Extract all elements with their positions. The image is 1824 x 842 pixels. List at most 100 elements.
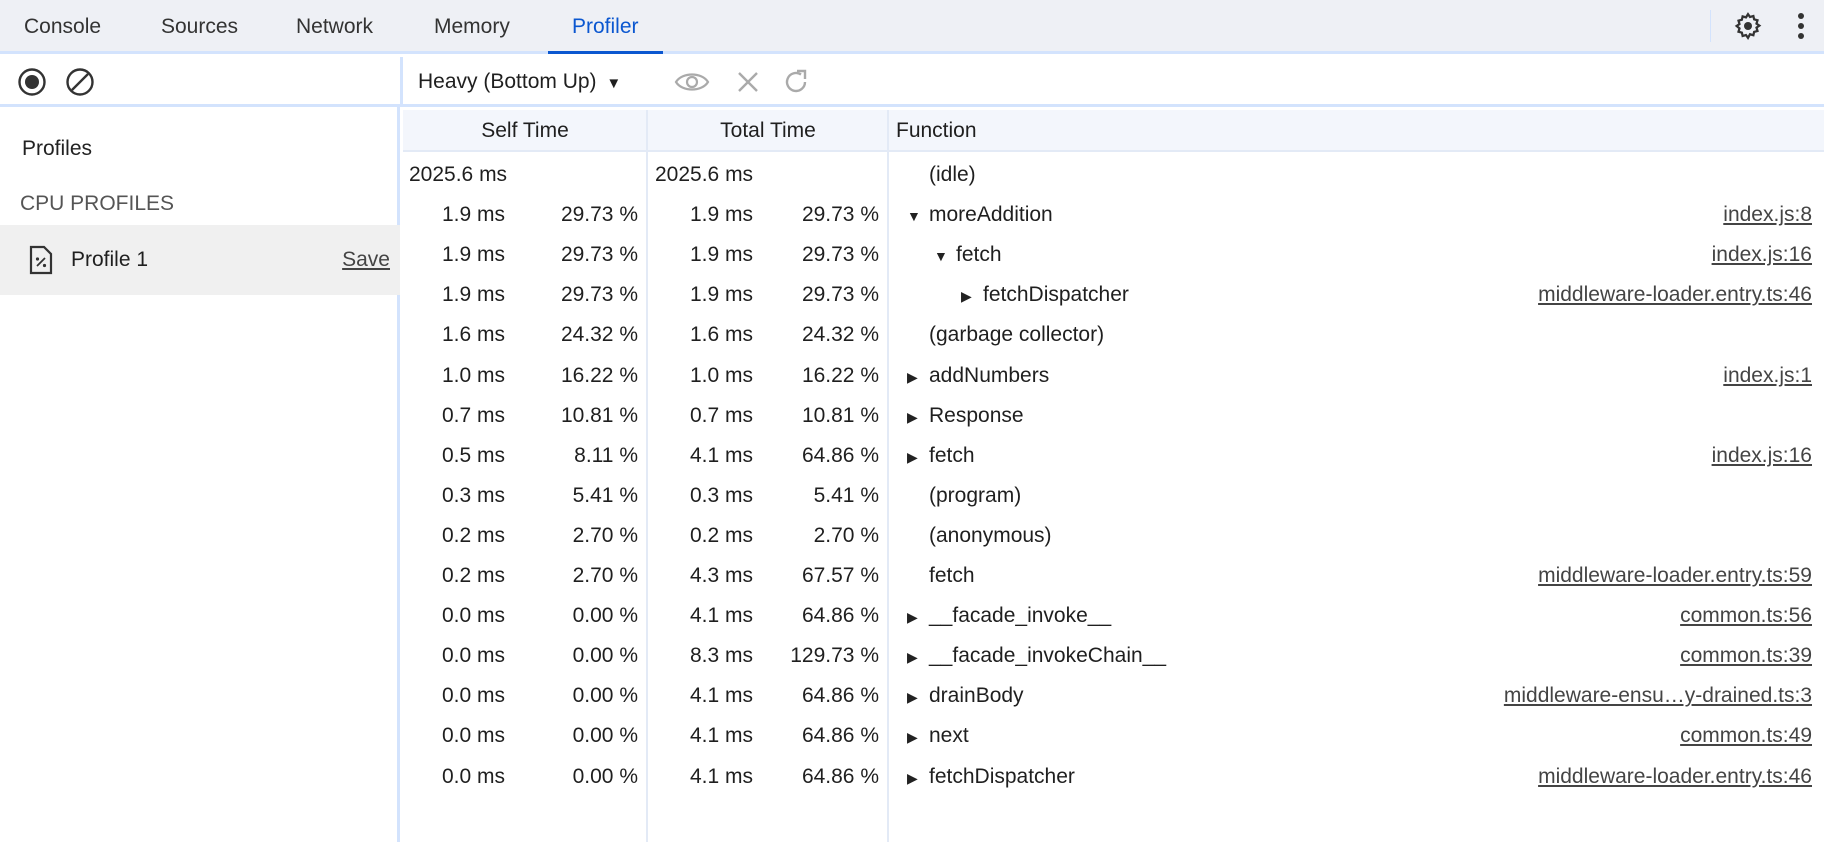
expand-arrow-icon[interactable]: ▶: [907, 448, 918, 465]
expand-arrow-icon[interactable]: ▶: [907, 729, 918, 746]
self-time: 0.2 ms: [441, 523, 505, 547]
total-time: 1.9 ms: [689, 283, 753, 307]
table-row[interactable]: 0.0 ms 0.00 % 4.1 ms 64.86 % ▶ __facade_inv…: [403, 596, 1824, 636]
record-icon[interactable]: [14, 64, 50, 100]
self-percent: 0.00 %: [572, 764, 638, 788]
table-row[interactable]: 0.7 ms 10.81 % 0.7 ms 10.81 % ▶ Response: [403, 396, 1824, 436]
function-name: (program): [929, 483, 1022, 507]
function-name: __facade_invokeChain__: [929, 644, 1167, 668]
self-percent: 8.11 %: [574, 443, 638, 467]
profile-item[interactable]: Profile 1 Save: [0, 225, 400, 295]
source-link[interactable]: middleware-loader.entry.ts:59: [1538, 564, 1812, 587]
total-time: 1.0 ms: [689, 363, 753, 387]
total-percent: 29.73 %: [801, 243, 879, 267]
table-row[interactable]: 1.0 ms 16.22 % 1.0 ms 16.22 % ▶ addNumbers i…: [403, 356, 1824, 396]
function-name: drainBody: [929, 684, 1024, 708]
source-link[interactable]: common.ts:56: [1680, 604, 1812, 628]
total-percent: 29.73 %: [801, 203, 879, 227]
expand-arrow-icon[interactable]: ▶: [907, 609, 918, 626]
total-time: 0.2 ms: [689, 523, 753, 547]
save-profile-link[interactable]: Save: [342, 248, 390, 271]
column-divider: [646, 110, 648, 842]
tab-sources[interactable]: Sources: [161, 15, 239, 38]
source-link[interactable]: common.ts:49: [1680, 724, 1812, 748]
self-time: 0.0 ms: [441, 604, 505, 628]
total-percent: 64.86 %: [801, 724, 879, 748]
table-row[interactable]: 0.2 ms 2.70 % 0.2 ms 2.70 % (anonymous): [403, 516, 1824, 556]
function-name: next: [929, 724, 969, 748]
function-header[interactable]: Function: [896, 119, 977, 142]
profiles-sidebar: Profiles CPU PROFILES: [0, 107, 400, 842]
function-name: addNumbers: [929, 363, 1050, 387]
gear-icon[interactable]: [1730, 8, 1766, 44]
tab-console[interactable]: Console: [24, 15, 102, 38]
total-time-header[interactable]: Total Time: [720, 119, 816, 142]
table-row[interactable]: 0.0 ms 0.00 % 4.1 ms 64.86 % ▶ fetchDispatc…: [403, 757, 1824, 797]
collapse-arrow-icon[interactable]: ▼: [934, 248, 948, 265]
collapse-arrow-icon[interactable]: ▼: [907, 208, 921, 225]
profiler-toolbar: Heavy (Bottom Up) ▼: [0, 57, 1824, 107]
table-row[interactable]: 1.9 ms 29.73 % 1.9 ms 29.73 % ▼ moreAdditio…: [403, 195, 1824, 235]
expand-arrow-icon[interactable]: ▶: [907, 769, 918, 786]
source-link[interactable]: common.ts:39: [1680, 644, 1812, 668]
source-link[interactable]: index.js:16: [1711, 243, 1812, 267]
tab-memory[interactable]: Memory: [434, 15, 510, 38]
table-row[interactable]: 0.2 ms 2.70 % 4.3 ms 67.57 % fetch middlewa…: [403, 556, 1824, 596]
table-row[interactable]: 1.9 ms 29.73 % 1.9 ms 29.73 % ▶ fetchDispat…: [403, 275, 1824, 315]
self-time: 0.0 ms: [441, 684, 505, 708]
expand-arrow-icon[interactable]: ▶: [907, 368, 918, 385]
table-row[interactable]: 1.9 ms 29.73 % 1.9 ms 29.73 % ▼ fetch index.…: [403, 235, 1824, 275]
expand-arrow-icon[interactable]: ▶: [907, 408, 918, 425]
tab-profiler[interactable]: Profiler: [548, 0, 663, 54]
function-name: (anonymous): [929, 523, 1052, 547]
eye-icon[interactable]: [672, 64, 712, 100]
self-time: 1.9 ms: [441, 243, 505, 267]
self-time: 0.2 ms: [441, 564, 505, 587]
total-percent: 29.73 %: [801, 283, 879, 307]
self-time: 0.0 ms: [441, 644, 505, 668]
table-row[interactable]: 0.0 ms 0.00 % 8.3 ms 129.73 % ▶ __facade_in…: [403, 636, 1824, 676]
total-time: 1.9 ms: [689, 243, 753, 267]
self-time: 0.0 ms: [441, 724, 505, 748]
total-time: 4.1 ms: [689, 724, 753, 748]
grid-header: Self Time Total Time Function: [403, 110, 1824, 152]
view-mode-select[interactable]: Heavy (Bottom Up) ▼: [418, 57, 621, 107]
source-link[interactable]: index.js:8: [1723, 203, 1812, 227]
profiles-heading: Profiles: [22, 137, 93, 160]
self-percent: 0.00 %: [572, 684, 638, 708]
source-link[interactable]: index.js:16: [1711, 443, 1812, 467]
expand-arrow-icon[interactable]: ▶: [907, 649, 918, 666]
self-percent: 0.00 %: [572, 644, 638, 668]
self-percent: 29.73 %: [560, 203, 638, 227]
reload-icon[interactable]: [778, 64, 814, 100]
source-link[interactable]: middleware-loader.entry.ts:46: [1538, 283, 1812, 307]
self-time: 1.6 ms: [441, 323, 505, 347]
source-link[interactable]: middleware-ensu…y-drained.ts:3: [1503, 684, 1812, 708]
function-name: fetch: [956, 243, 1002, 267]
expand-arrow-icon[interactable]: ▶: [907, 689, 918, 706]
table-row[interactable]: 2025.6 ms 2025.6 ms (idle): [403, 155, 1824, 195]
clear-icon[interactable]: [62, 64, 98, 100]
profile-name: Profile 1: [71, 248, 149, 271]
self-time-header[interactable]: Self Time: [481, 119, 569, 142]
table-row[interactable]: 1.6 ms 24.32 % 1.6 ms 24.32 % (garbage col…: [403, 315, 1824, 355]
table-row[interactable]: 0.0 ms 0.00 % 4.1 ms 64.86 % ▶ next common.t…: [403, 716, 1824, 756]
table-row[interactable]: 0.0 ms 0.00 % 4.1 ms 64.86 % ▶ drainBody mid…: [403, 676, 1824, 716]
dropdown-arrow-icon: ▼: [606, 75, 622, 92]
close-icon[interactable]: [730, 64, 766, 100]
total-percent: 64.86 %: [801, 684, 879, 708]
function-name: (idle): [929, 163, 976, 186]
table-row[interactable]: 0.5 ms 8.11 % 4.1 ms 64.86 % ▶ fetch index.j…: [403, 436, 1824, 476]
expand-arrow-icon[interactable]: ▶: [961, 288, 972, 305]
self-time: 1.9 ms: [441, 283, 505, 307]
total-time: 8.3 ms: [689, 644, 753, 668]
total-time: 4.1 ms: [689, 604, 753, 628]
tab-network[interactable]: Network: [296, 15, 374, 38]
source-link[interactable]: index.js:1: [1723, 363, 1812, 387]
source-link[interactable]: middleware-loader.entry.ts:46: [1538, 764, 1812, 788]
more-options-icon[interactable]: [1786, 8, 1816, 44]
table-row[interactable]: 0.3 ms 5.41 % 0.3 ms 5.41 % (program): [403, 476, 1824, 516]
function-name: fetchDispatcher: [929, 764, 1075, 788]
function-name: fetch: [929, 443, 975, 467]
function-name: moreAddition: [929, 203, 1053, 227]
